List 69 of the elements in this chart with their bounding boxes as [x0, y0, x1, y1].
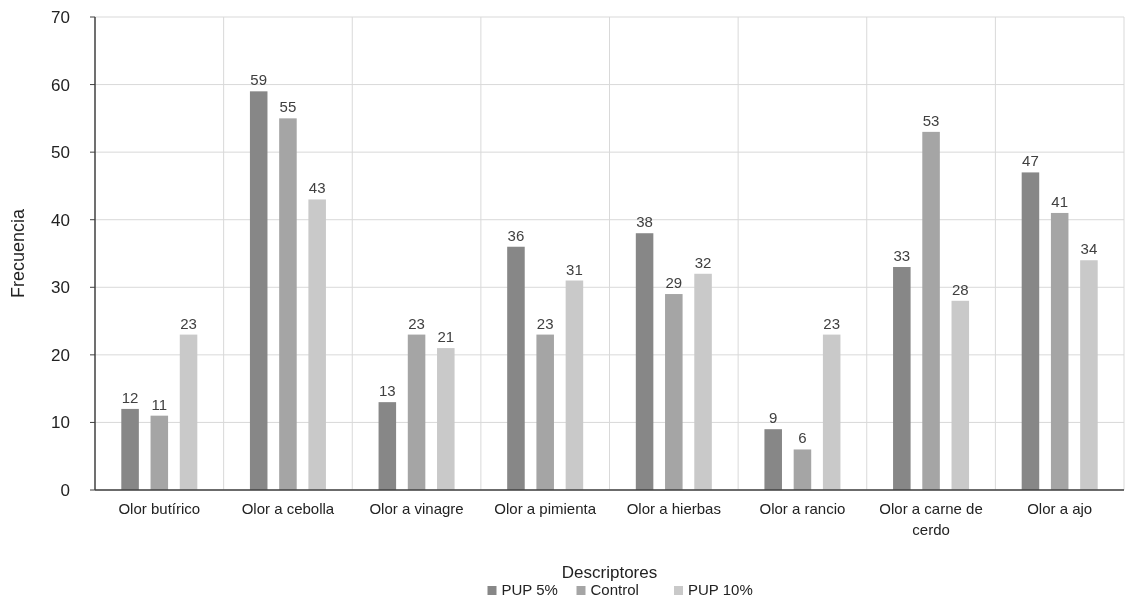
x-tick-label: Olor a ajo	[1027, 500, 1093, 517]
y-tick-label: 20	[51, 345, 70, 365]
bar	[150, 415, 169, 490]
legend-label: PUP 5%	[501, 581, 558, 598]
y-tick-label: 60	[51, 75, 70, 95]
data-label: 41	[1051, 192, 1069, 210]
bar	[536, 334, 554, 490]
bar	[694, 273, 712, 490]
x-tick-label: Olor a vinagre	[369, 500, 464, 517]
bar	[1050, 212, 1069, 490]
bar	[1080, 260, 1098, 490]
x-tick-label: Olor a hierbas	[626, 500, 721, 517]
y-tick-label: 10	[51, 413, 70, 433]
data-label: 38	[636, 213, 653, 231]
data-label: 36	[507, 226, 525, 244]
data-label: 23	[408, 314, 425, 332]
data-label: 43	[308, 179, 326, 197]
data-label: 21	[437, 328, 455, 346]
data-label: 6	[798, 429, 807, 447]
legend-label: Control	[590, 581, 639, 598]
data-label: 23	[180, 314, 197, 332]
bar	[308, 199, 326, 490]
x-tick-label: Olor a rancio	[759, 500, 846, 517]
x-tick-label: Olor a cebolla	[241, 500, 335, 517]
y-tick-label: 30	[51, 278, 70, 298]
data-label: 29	[665, 274, 683, 292]
x-axis-title: Descriptores	[561, 563, 658, 582]
bar	[764, 429, 782, 490]
bar	[822, 334, 841, 490]
bar	[565, 280, 584, 490]
y-tick-label: 0	[60, 480, 70, 500]
data-label: 11	[151, 395, 168, 413]
bar	[179, 334, 198, 490]
data-label: 32	[694, 253, 712, 271]
bar	[922, 131, 940, 490]
data-label: 12	[121, 388, 139, 406]
data-label: 31	[566, 260, 583, 278]
bar	[635, 233, 654, 490]
data-label: 28	[951, 280, 969, 298]
data-label: 53	[922, 111, 940, 129]
bar	[279, 118, 297, 490]
data-label: 47	[1022, 152, 1039, 170]
x-tick-label: Olor a pimienta	[494, 500, 597, 517]
data-label: 23	[823, 314, 841, 332]
data-label: 13	[378, 382, 396, 400]
legend-label: PUP 10%	[688, 581, 753, 598]
bar	[249, 91, 268, 490]
x-tick-label: Olor butírico	[118, 500, 201, 517]
y-tick-label: 70	[51, 7, 70, 27]
bar	[121, 408, 139, 490]
bar	[507, 246, 525, 490]
bar	[893, 267, 911, 490]
bar	[407, 334, 426, 490]
y-tick-label: 40	[51, 210, 70, 230]
bar	[378, 402, 397, 490]
y-axis-title: Frecuencia	[8, 207, 28, 299]
bar	[665, 294, 683, 490]
data-label: 33	[893, 247, 911, 265]
bar	[437, 348, 455, 490]
y-tick-label: 50	[51, 143, 70, 163]
data-label: 34	[1080, 240, 1098, 258]
data-label: 23	[536, 314, 554, 332]
data-label: 9	[769, 409, 778, 427]
bar	[793, 449, 812, 490]
data-label: 55	[279, 98, 297, 116]
bar	[1021, 172, 1040, 490]
bar	[951, 300, 970, 490]
x-tick-label: Olor a carne de cerdo	[879, 500, 983, 538]
data-label: 59	[250, 71, 268, 89]
